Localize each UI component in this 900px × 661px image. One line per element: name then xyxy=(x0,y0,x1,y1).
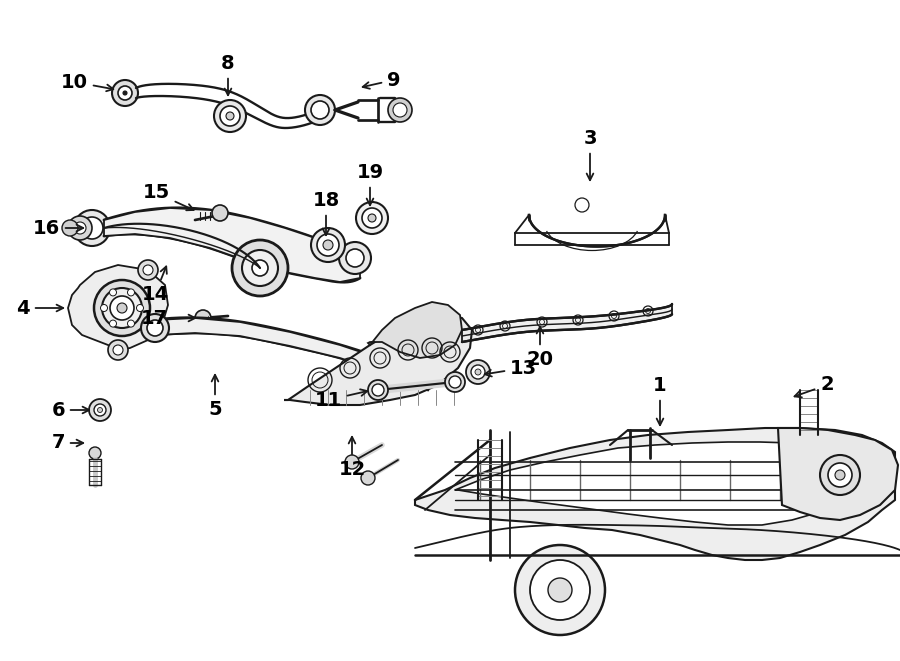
Polygon shape xyxy=(529,215,665,247)
Circle shape xyxy=(339,242,371,274)
Circle shape xyxy=(835,470,845,480)
Circle shape xyxy=(356,202,388,234)
Circle shape xyxy=(143,265,153,275)
Circle shape xyxy=(449,376,461,388)
Circle shape xyxy=(242,250,278,286)
Circle shape xyxy=(471,365,485,379)
Circle shape xyxy=(81,217,103,239)
Circle shape xyxy=(112,80,138,106)
Circle shape xyxy=(123,91,127,95)
Circle shape xyxy=(137,305,143,311)
Polygon shape xyxy=(778,428,898,520)
Circle shape xyxy=(388,98,412,122)
Text: 13: 13 xyxy=(485,358,537,377)
Circle shape xyxy=(147,320,163,336)
Circle shape xyxy=(94,280,150,336)
Text: 12: 12 xyxy=(338,437,365,479)
Text: 16: 16 xyxy=(32,219,83,237)
Circle shape xyxy=(220,106,240,126)
Circle shape xyxy=(372,384,384,396)
Polygon shape xyxy=(462,304,672,342)
Circle shape xyxy=(475,369,481,375)
Circle shape xyxy=(102,288,142,328)
Circle shape xyxy=(214,100,246,132)
Polygon shape xyxy=(368,302,462,358)
Circle shape xyxy=(368,214,376,222)
Circle shape xyxy=(212,205,228,221)
Text: 1: 1 xyxy=(653,376,667,425)
Circle shape xyxy=(252,260,268,276)
Circle shape xyxy=(128,320,134,327)
Circle shape xyxy=(466,360,490,384)
Circle shape xyxy=(828,463,852,487)
Circle shape xyxy=(118,86,132,100)
Circle shape xyxy=(368,380,388,400)
Polygon shape xyxy=(284,315,472,405)
Circle shape xyxy=(141,314,169,342)
Circle shape xyxy=(393,103,407,117)
Text: 9: 9 xyxy=(363,71,400,89)
Circle shape xyxy=(89,399,111,421)
Text: 17: 17 xyxy=(141,309,195,327)
Circle shape xyxy=(62,220,78,236)
Polygon shape xyxy=(104,208,360,282)
Circle shape xyxy=(110,320,116,327)
Text: 3: 3 xyxy=(583,129,597,180)
Circle shape xyxy=(128,289,134,296)
Circle shape xyxy=(74,210,110,246)
Circle shape xyxy=(101,305,107,311)
Text: 10: 10 xyxy=(61,73,113,91)
Circle shape xyxy=(305,95,335,125)
Circle shape xyxy=(445,372,465,392)
Text: 20: 20 xyxy=(526,327,554,369)
Polygon shape xyxy=(155,318,428,390)
Circle shape xyxy=(311,101,329,119)
Text: 19: 19 xyxy=(356,163,383,205)
Circle shape xyxy=(68,216,92,240)
Circle shape xyxy=(361,471,375,485)
Circle shape xyxy=(97,407,103,412)
Text: 2: 2 xyxy=(795,375,833,397)
Circle shape xyxy=(108,340,128,360)
Text: 6: 6 xyxy=(51,401,89,420)
Circle shape xyxy=(530,560,590,620)
Circle shape xyxy=(362,208,382,228)
Circle shape xyxy=(317,234,339,256)
Circle shape xyxy=(195,310,211,326)
Polygon shape xyxy=(415,428,895,560)
Circle shape xyxy=(74,222,86,234)
Circle shape xyxy=(226,112,234,120)
Text: 7: 7 xyxy=(51,434,83,453)
Circle shape xyxy=(345,455,359,469)
Polygon shape xyxy=(455,442,870,525)
Circle shape xyxy=(311,228,345,262)
Circle shape xyxy=(820,455,860,495)
Text: 15: 15 xyxy=(143,184,194,210)
Polygon shape xyxy=(68,265,168,350)
Text: 4: 4 xyxy=(16,299,63,317)
Text: 5: 5 xyxy=(208,375,221,419)
Circle shape xyxy=(117,303,127,313)
Circle shape xyxy=(346,249,364,267)
Circle shape xyxy=(94,404,106,416)
Text: 11: 11 xyxy=(315,389,367,410)
Text: 8: 8 xyxy=(221,54,235,95)
Circle shape xyxy=(323,240,333,250)
Circle shape xyxy=(110,296,134,320)
Circle shape xyxy=(113,345,123,355)
Circle shape xyxy=(110,289,116,296)
Circle shape xyxy=(232,240,288,296)
Text: 14: 14 xyxy=(141,266,168,304)
Circle shape xyxy=(548,578,572,602)
Text: 18: 18 xyxy=(312,191,339,235)
Circle shape xyxy=(138,260,158,280)
Circle shape xyxy=(89,447,101,459)
Circle shape xyxy=(515,545,605,635)
